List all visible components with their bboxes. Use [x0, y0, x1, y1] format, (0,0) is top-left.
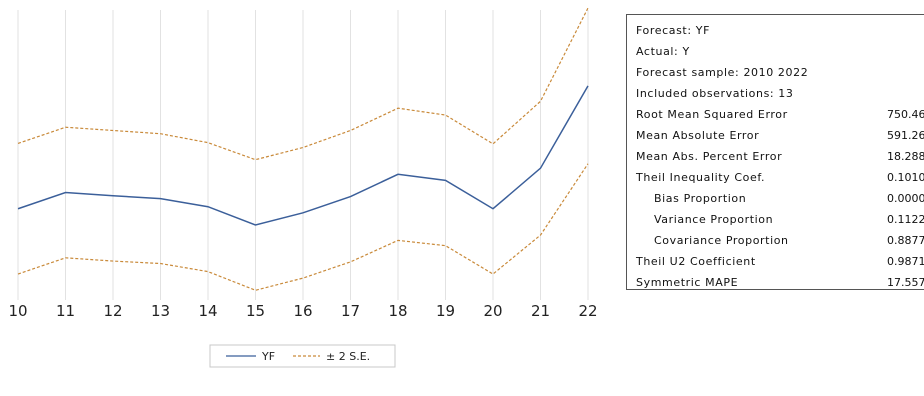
stats-value-covariance: 0.887760: [887, 234, 924, 247]
x-tick-label-20: 20: [483, 302, 502, 320]
forecast-line: [17, 85, 589, 226]
stats-value-smape: 17.55769: [887, 276, 924, 289]
x-tick-label-15: 15: [246, 302, 265, 320]
stats-header-observations: Included observations: 13: [636, 87, 794, 100]
x-tick-label-10: 10: [8, 302, 27, 320]
stats-header-actual: Actual: Y: [636, 45, 690, 58]
stats-label-mape: Mean Abs. Percent Error: [636, 150, 783, 163]
stats-header-sample: Forecast sample: 2010 2022: [636, 66, 809, 79]
x-tick-label-12: 12: [103, 302, 122, 320]
stats-value-variance: 0.112240: [887, 213, 924, 226]
lower-band-line: [17, 163, 589, 291]
stats-value-bias: 0.000000: [887, 192, 924, 205]
x-tick-label-21: 21: [531, 302, 550, 320]
x-tick-label-17: 17: [341, 302, 360, 320]
x-tick-label-14: 14: [198, 302, 217, 320]
stats-label-mae: Mean Absolute Error: [636, 129, 760, 142]
stats-header-forecast: Forecast: YF: [636, 24, 710, 37]
x-tick-label-18: 18: [388, 302, 407, 320]
stats-label-variance: Variance Proportion: [654, 213, 774, 226]
x-tick-label-11: 11: [56, 302, 75, 320]
x-tick-label-16: 16: [293, 302, 312, 320]
stats-value-theil-u2: 0.987188: [887, 255, 924, 268]
legend-box: [209, 344, 396, 368]
forecast-chart: 10 11 12 13 14 15 16 17 18 19 20 21 22 YF ± 2 S.E.: [8, 7, 598, 368]
stats-label-rmse: Root Mean Squared Error: [636, 108, 788, 121]
forecast-stats-table: Forecast: YF Actual: Y Forecast sample: …: [626, 14, 924, 290]
legend-label-se: ± 2 S.E.: [326, 350, 370, 363]
stats-value-theil: 0.101075: [887, 171, 924, 184]
stats-label-theil-u2: Theil U2 Coefficient: [636, 255, 756, 268]
upper-band-line: [17, 7, 589, 161]
stats-value-mae: 591.2641: [887, 129, 924, 142]
x-tick-label-19: 19: [436, 302, 455, 320]
stats-value-mape: 18.28821: [887, 150, 924, 163]
stats-label-covariance: Covariance Proportion: [654, 234, 789, 247]
x-tick-label-13: 13: [151, 302, 170, 320]
stats-label-bias: Bias Proportion: [654, 192, 747, 205]
legend-label-yf: YF: [261, 350, 275, 363]
stats-label-smape: Symmetric MAPE: [636, 276, 739, 289]
stats-label-theil: Theil Inequality Coef.: [636, 171, 766, 184]
x-tick-label-22: 22: [578, 302, 597, 320]
stats-value-rmse: 750.4648: [887, 108, 924, 121]
